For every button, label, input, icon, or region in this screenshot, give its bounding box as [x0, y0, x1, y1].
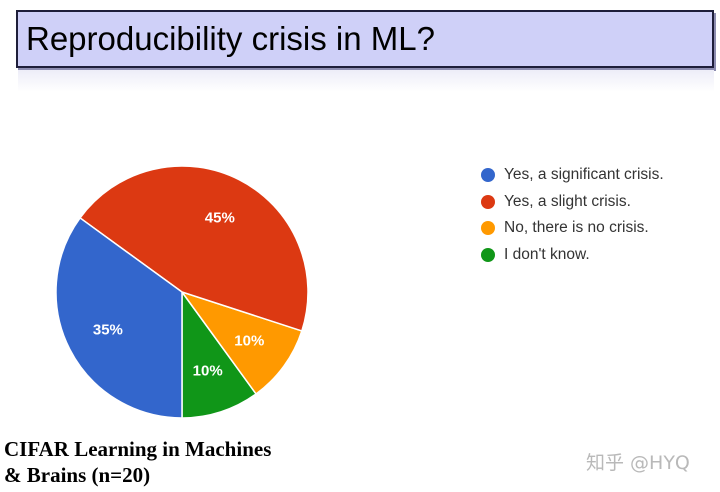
slice-label-2: 45%: [205, 209, 235, 226]
caption-line-1: CIFAR Learning in Machines: [4, 437, 272, 461]
watermark: 知乎 @HYQ: [586, 452, 690, 474]
pie-slice-3: [180, 290, 303, 395]
title-bar: Reproducibility crisis in ML?: [16, 10, 714, 68]
legend-item-2: Yes, a slight crisis.: [481, 189, 664, 216]
slice-label-1: 35%: [93, 321, 123, 338]
slice-label-4: 10%: [193, 363, 223, 380]
legend-label: I don't know.: [504, 245, 590, 263]
pie-slice-2: [79, 165, 309, 332]
legend-dot-icon: [481, 247, 495, 262]
caption-line-2: & Brains (n=20): [4, 463, 151, 487]
legend-item-3: No, there is no crisis.: [481, 215, 664, 242]
legend-dot-icon: [481, 221, 495, 236]
legend-item-1: Yes, a significant crisis.: [481, 162, 664, 189]
legend-label: Yes, a slight crisis.: [504, 192, 631, 210]
caption: CIFAR Learning in Machines & Brains (n=2…: [4, 436, 271, 488]
legend-label: Yes, a significant crisis.: [504, 166, 664, 184]
slice-label-3: 10%: [234, 332, 264, 349]
title-shadow-fade: [18, 70, 714, 92]
chart-legend: Yes, a significant crisis. Yes, a slight …: [481, 162, 664, 268]
slide-title: Reproducibility crisis in ML?: [26, 20, 435, 57]
pie-slice-4: [181, 289, 258, 419]
legend-dot-icon: [481, 168, 495, 183]
pie-slice-1: [55, 216, 183, 419]
legend-label: No, there is no crisis.: [504, 219, 649, 237]
legend-item-4: I don't know.: [481, 242, 664, 269]
legend-dot-icon: [481, 194, 495, 209]
